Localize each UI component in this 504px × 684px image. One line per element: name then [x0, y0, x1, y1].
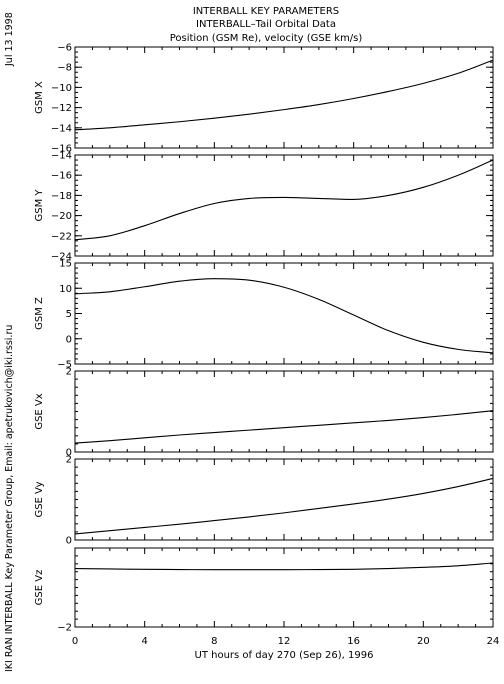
x-tick-label: 20: [417, 636, 430, 647]
y-tick-label: −16: [51, 171, 72, 182]
y-tick-label: −2: [57, 623, 72, 634]
y-axis-label: GSE Vx: [34, 393, 45, 429]
side-date: Jul 13 1998: [4, 12, 15, 67]
y-tick-label: 0: [66, 334, 72, 345]
y-axis-label: GSE Vz: [34, 570, 45, 606]
panel-5: 0 2 GSE Vy: [34, 455, 494, 547]
panel-2: −24 −22 −20 −18 −16 −14 GSM Y: [34, 151, 494, 263]
y-tick-label: 5: [66, 309, 72, 320]
panel-1: −16 −14 −12 −10 −8 −6 GSM X: [34, 43, 494, 155]
series-line: [74, 159, 494, 241]
series-line: [74, 59, 494, 131]
series-line: [74, 477, 494, 535]
y-tick-label: −5: [57, 360, 72, 371]
panel-3: −5 0 5 10 15 GSM Z: [34, 259, 494, 371]
x-tick-label: 4: [141, 636, 147, 647]
y-tick-label: 0: [66, 448, 72, 459]
y-tick-label: −18: [51, 191, 72, 202]
y-tick-label: −14: [51, 123, 72, 134]
y-tick-label: −8: [57, 63, 72, 74]
y-tick-label: 15: [59, 259, 72, 270]
series-line: [74, 562, 494, 571]
y-tick-label: 10: [59, 284, 72, 295]
series-line: [74, 410, 494, 444]
panel-6: −2 GSE Vz: [34, 547, 494, 634]
y-tick-label: −20: [51, 211, 72, 222]
y-axis-label: GSM Y: [34, 189, 45, 222]
y-tick-label: 2: [66, 455, 72, 466]
x-axis: 0 4 8 12 16 20 24: [72, 636, 500, 647]
y-tick-label: −14: [51, 151, 72, 162]
x-tick-label: 16: [347, 636, 360, 647]
x-tick-label: 8: [211, 636, 217, 647]
y-tick-label: −16: [51, 144, 72, 155]
y-tick-label: 0: [66, 536, 72, 547]
title-line-2: INTERBALL–Tail Orbital Data: [196, 19, 336, 30]
x-tick-label: 24: [487, 636, 500, 647]
side-credit: IKI RAN INTERBALL Key Parameter Group, E…: [4, 325, 15, 672]
x-axis-label: UT hours of day 270 (Sep 26), 1996: [195, 650, 374, 661]
panel-4: 0 2 GSE Vx: [34, 367, 494, 459]
y-tick-label: −6: [57, 43, 72, 54]
y-tick-label: 2: [66, 367, 72, 378]
x-tick-label: 12: [278, 636, 291, 647]
series-line: [74, 278, 494, 354]
y-tick-label: −10: [51, 83, 72, 94]
y-axis-label: GSM X: [34, 81, 45, 114]
y-tick-label: −12: [51, 103, 72, 114]
title-line-3: Position (GSM Re), velocity (GSE km/s): [170, 33, 363, 44]
x-tick-label: 0: [72, 636, 78, 647]
title-line-1: INTERBALL KEY PARAMETERS: [193, 6, 339, 17]
y-axis-label: GSM Z: [34, 297, 45, 330]
y-axis-label: GSE Vy: [34, 481, 45, 517]
y-tick-label: −22: [51, 231, 72, 242]
y-tick-label: −24: [51, 252, 72, 263]
